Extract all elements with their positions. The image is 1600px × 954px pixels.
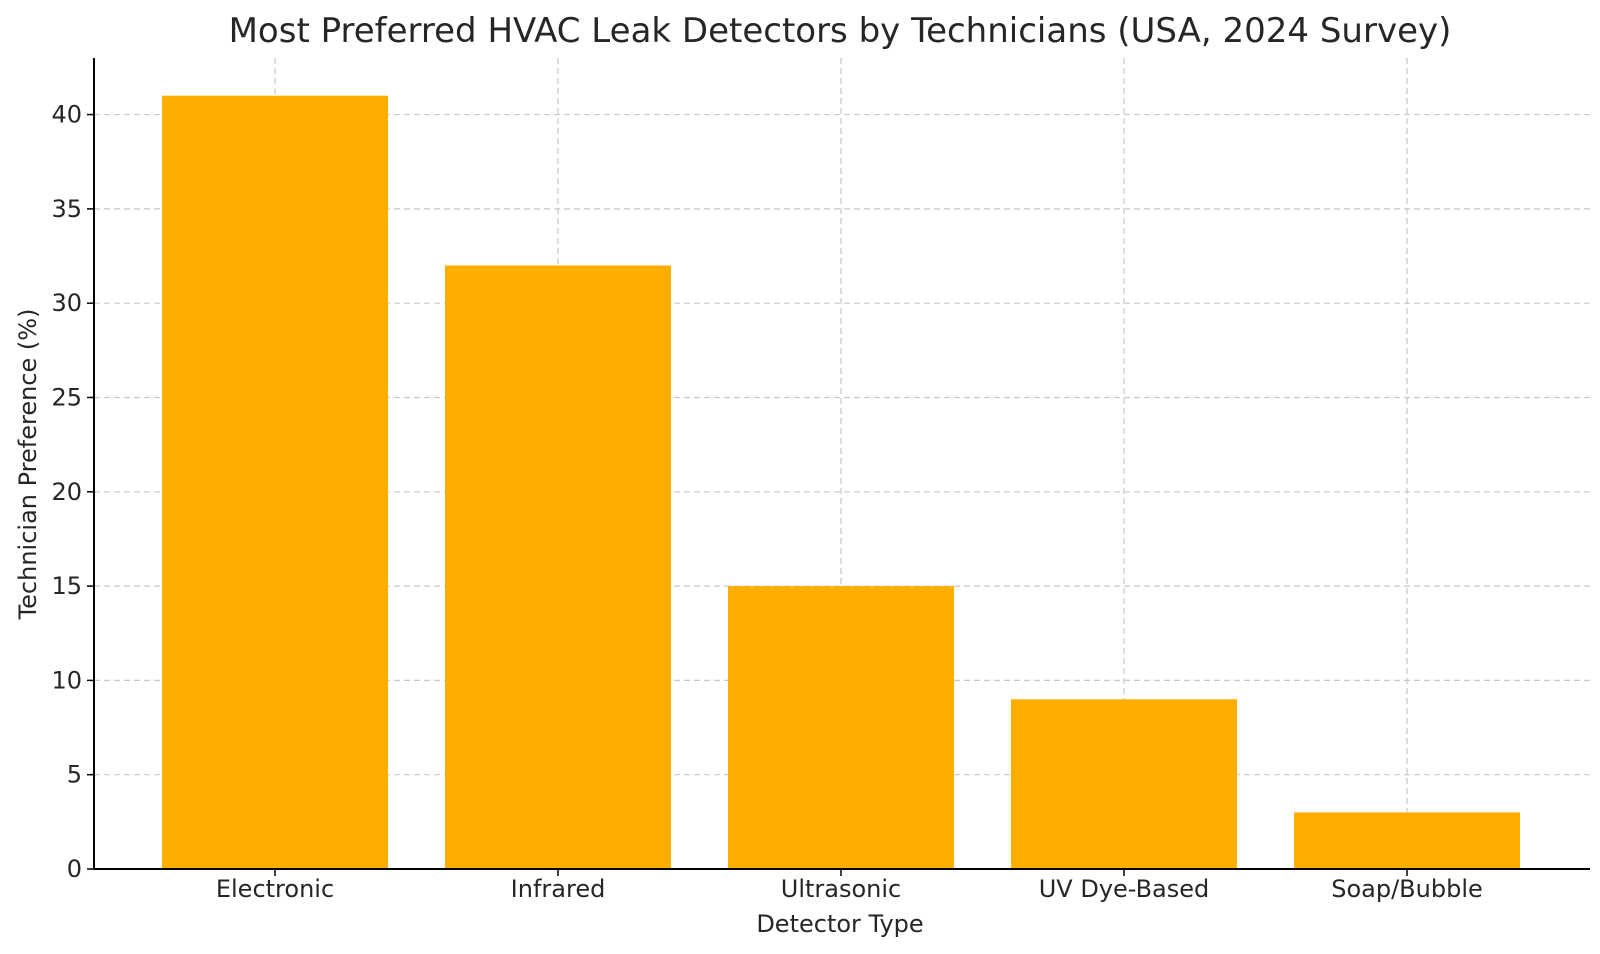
chart-title: Most Preferred HVAC Leak Detectors by Te… [229,11,1452,51]
bar-uv-dye-based [1011,699,1237,869]
y-tick-label-2: 10 [51,666,82,694]
y-tick-label-6: 30 [51,289,82,317]
tick-layer: 0 5 10 15 20 25 30 35 40 Electronic Infrared Ultras… [51,101,1482,903]
y-tick-label-1: 5 [67,761,82,789]
bar-ultrasonic [728,586,954,869]
x-tick-label-1: Infrared [511,875,606,903]
y-tick-label-7: 35 [51,195,82,223]
y-axis-label: Technician Preference (%) [14,309,42,621]
x-tick-label-3: UV Dye-Based [1039,875,1210,903]
y-tick-label-4: 20 [51,478,82,506]
y-tick-label-5: 25 [51,383,82,411]
bar-layer [162,95,1520,870]
bar-infrared [445,265,671,870]
y-tick-label-0: 0 [67,855,82,883]
x-tick-label-0: Electronic [216,875,334,903]
bar-electronic [162,95,388,869]
y-tick-label-8: 40 [51,101,82,129]
axis-layer [93,58,1590,870]
y-tick-label-3: 15 [51,572,82,600]
bar-soap-bubble [1294,812,1520,869]
x-tick-label-4: Soap/Bubble [1331,875,1483,903]
x-tick-label-2: Ultrasonic [781,875,901,903]
x-axis-label: Detector Type [756,910,923,938]
